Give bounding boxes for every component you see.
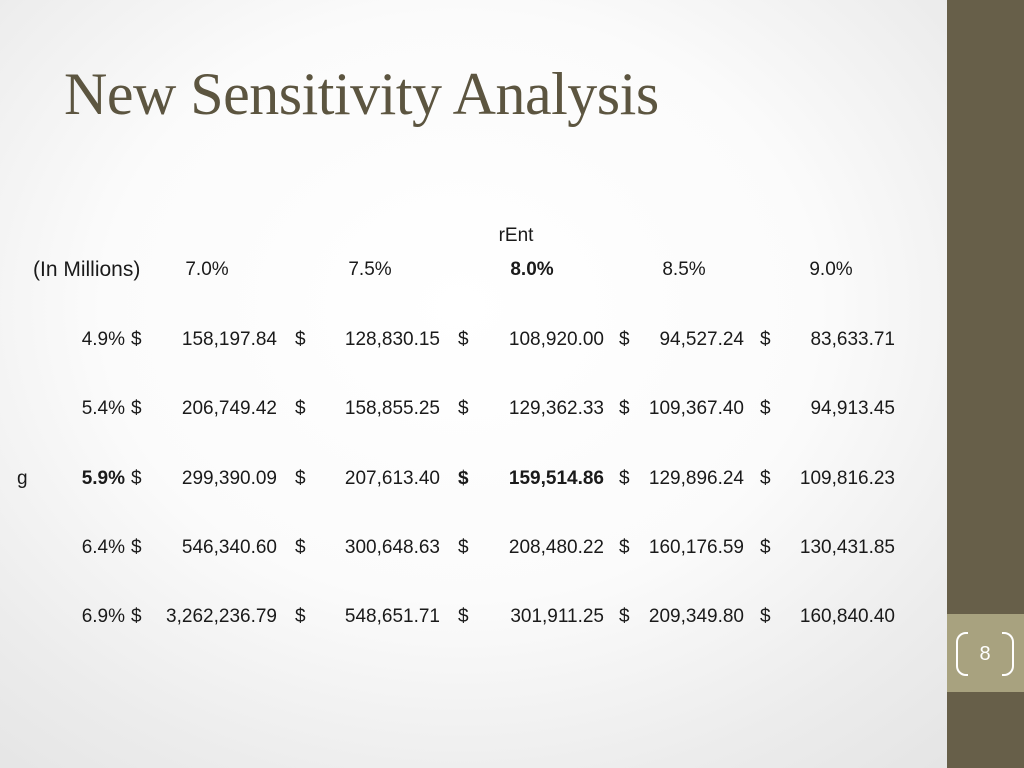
currency-symbol: $ — [295, 537, 306, 558]
page-number-bracket-gap — [968, 628, 1002, 680]
currency-symbol: $ — [619, 329, 630, 350]
currency-symbol: $ — [619, 468, 630, 489]
table-cell: 129,362.33 — [508, 398, 604, 419]
currency-symbol: $ — [458, 329, 469, 350]
currency-symbol: $ — [760, 537, 771, 558]
column-header: 9.0% — [809, 259, 853, 280]
currency-symbol: $ — [295, 329, 306, 350]
column-header: 7.5% — [348, 259, 392, 280]
column-header: 7.0% — [185, 259, 229, 280]
table-cell: 208,480.22 — [508, 537, 604, 558]
table-cell: 158,197.84 — [181, 329, 277, 350]
currency-symbol: $ — [295, 398, 306, 419]
currency-symbol: $ — [131, 606, 142, 627]
table-cell: 3,262,236.79 — [166, 606, 277, 627]
table-cell: 159,514.86 — [508, 468, 604, 489]
page-number: 8 — [979, 643, 991, 665]
currency-symbol: $ — [760, 398, 771, 419]
currency-symbol: $ — [760, 468, 771, 489]
currency-symbol: $ — [619, 398, 630, 419]
currency-symbol: $ — [131, 329, 142, 350]
table-cell: 158,855.25 — [344, 398, 440, 419]
table-cell: 160,176.59 — [648, 537, 744, 558]
table-cell: 207,613.40 — [344, 468, 440, 489]
row-header: 5.9% — [81, 468, 125, 489]
currency-symbol: $ — [295, 468, 306, 489]
currency-symbol: $ — [619, 606, 630, 627]
currency-symbol: $ — [619, 537, 630, 558]
currency-symbol: $ — [295, 606, 306, 627]
currency-symbol: $ — [458, 398, 469, 419]
currency-symbol: $ — [131, 537, 142, 558]
units-label: (In Millions) — [33, 258, 141, 281]
table-cell: 129,896.24 — [648, 468, 744, 489]
row-header: 6.9% — [81, 606, 125, 627]
table-cell: 299,390.09 — [181, 468, 277, 489]
table-cell: 109,816.23 — [799, 468, 895, 489]
slide-title: New Sensitivity Analysis — [64, 61, 659, 127]
currency-symbol: $ — [458, 468, 469, 489]
table-cell: 109,367.40 — [648, 398, 744, 419]
table-cell: 206,749.42 — [181, 398, 277, 419]
table-cell: 301,911.25 — [510, 606, 604, 627]
table-cell: 94,913.45 — [810, 398, 895, 419]
table-cell: 546,340.60 — [181, 537, 277, 558]
table-cell: 548,651.71 — [344, 606, 440, 627]
table-cell: 128,830.15 — [344, 329, 440, 350]
table-cell: 209,349.80 — [648, 606, 744, 627]
table-cell: 83,633.71 — [810, 329, 895, 350]
currency-symbol: $ — [458, 606, 469, 627]
currency-symbol: $ — [760, 329, 771, 350]
table-cell: 130,431.85 — [799, 537, 895, 558]
table-cell: 108,920.00 — [508, 329, 604, 350]
row-header: 6.4% — [81, 537, 125, 558]
column-variable-label: rEnt — [498, 225, 534, 246]
currency-symbol: $ — [458, 537, 469, 558]
row-header: 5.4% — [81, 398, 125, 419]
currency-symbol: $ — [760, 606, 771, 627]
column-header: 8.5% — [662, 259, 706, 280]
column-header: 8.0% — [510, 259, 554, 280]
row-variable-label: g — [17, 468, 28, 489]
currency-symbol: $ — [131, 468, 142, 489]
table-cell: 300,648.63 — [344, 537, 440, 558]
row-header: 4.9% — [81, 329, 125, 350]
table-cell: 160,840.40 — [799, 606, 895, 627]
table-cell: 94,527.24 — [659, 329, 744, 350]
currency-symbol: $ — [131, 398, 142, 419]
